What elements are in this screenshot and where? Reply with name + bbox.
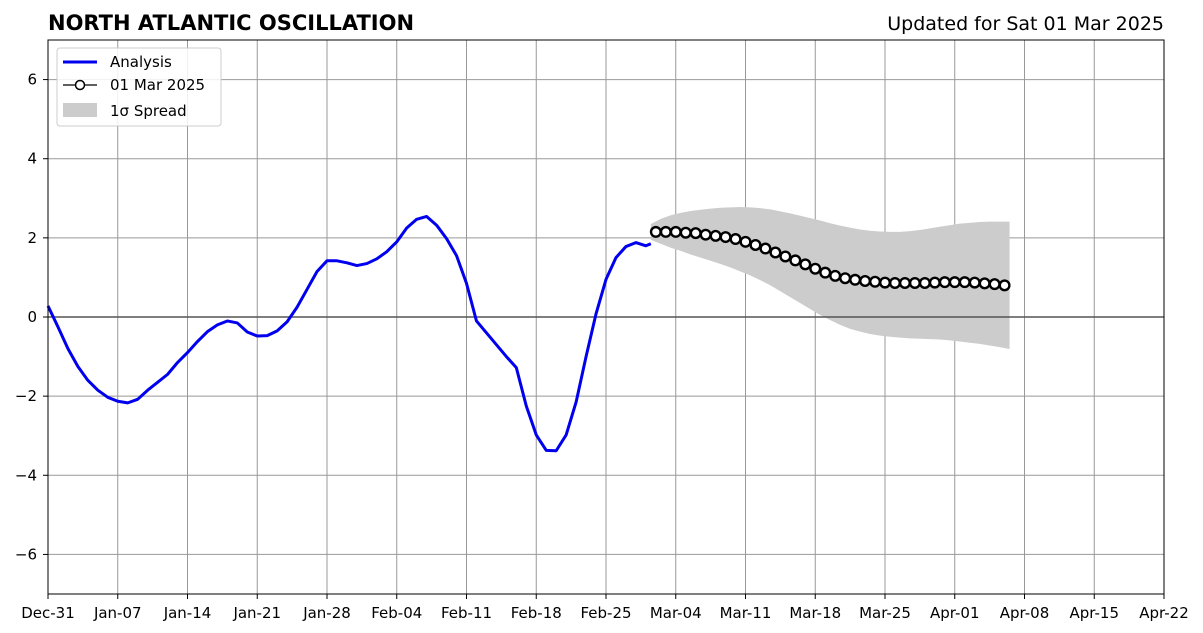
forecast-point bbox=[769, 246, 782, 259]
x-tick-label: Feb-11 bbox=[441, 604, 492, 622]
forecast-point bbox=[799, 258, 812, 271]
forecast-point bbox=[978, 277, 991, 290]
legend-analysis-label: Analysis bbox=[110, 53, 172, 71]
x-tick-label: Mar-25 bbox=[859, 604, 911, 622]
legend-forecast-marker bbox=[74, 79, 86, 91]
forecast-point bbox=[789, 254, 802, 267]
forecast-point bbox=[759, 242, 772, 255]
y-axis-ticks: 6 4 2 0 −2 −4 −6 bbox=[15, 71, 48, 563]
forecast-point bbox=[699, 228, 712, 241]
x-tick-label: Mar-11 bbox=[720, 604, 772, 622]
forecast-point bbox=[859, 274, 872, 287]
x-tick-label: Feb-25 bbox=[580, 604, 631, 622]
forecast-point bbox=[659, 225, 672, 238]
x-tick-label: Jan-14 bbox=[163, 604, 212, 622]
forecast-point bbox=[869, 275, 882, 288]
forecast-point bbox=[739, 235, 752, 248]
forecast-point bbox=[998, 279, 1011, 292]
forecast-point bbox=[968, 276, 981, 289]
forecast-point bbox=[689, 227, 702, 240]
forecast-point bbox=[898, 276, 911, 289]
chart-subtitle: Updated for Sat 01 Mar 2025 bbox=[887, 13, 1164, 35]
forecast-point bbox=[938, 276, 951, 289]
forecast-point bbox=[849, 273, 862, 286]
x-tick-label: Dec-31 bbox=[21, 604, 75, 622]
chart-title: NORTH ATLANTIC OSCILLATION bbox=[48, 11, 414, 35]
y-tick-label: 2 bbox=[27, 229, 37, 247]
x-tick-label: Feb-18 bbox=[511, 604, 562, 622]
x-tick-label: Mar-18 bbox=[789, 604, 841, 622]
forecast-point bbox=[928, 276, 941, 289]
legend: Analysis 01 Mar 2025 1σ Spread bbox=[56, 47, 222, 127]
x-tick-label: Apr-22 bbox=[1139, 604, 1189, 622]
forecast-point bbox=[729, 233, 742, 246]
legend-forecast-label: 01 Mar 2025 bbox=[110, 76, 205, 94]
x-tick-label: Apr-08 bbox=[1000, 604, 1050, 622]
x-axis-ticks: Dec-31 Jan-07 Jan-14 Jan-21 Jan-28 Feb-04 Feb-… bbox=[21, 594, 1189, 622]
y-tick-label: 4 bbox=[27, 150, 37, 168]
forecast-series-layer bbox=[649, 225, 1011, 292]
forecast-point bbox=[958, 276, 971, 289]
forecast-point bbox=[709, 229, 722, 242]
forecast-point bbox=[879, 276, 892, 289]
forecast-point bbox=[779, 250, 792, 263]
forecast-point bbox=[908, 276, 921, 289]
y-tick-label: 6 bbox=[27, 71, 37, 89]
x-tick-label: Jan-28 bbox=[302, 604, 351, 622]
y-tick-label: −4 bbox=[15, 466, 37, 484]
x-tick-label: Jan-21 bbox=[232, 604, 281, 622]
analysis-series-layer bbox=[46, 214, 652, 453]
forecast-point bbox=[839, 272, 852, 285]
forecast-point bbox=[719, 231, 732, 244]
forecast-point bbox=[988, 278, 1001, 291]
legend-spread-swatch bbox=[63, 103, 97, 117]
y-tick-label: 0 bbox=[27, 308, 37, 326]
forecast-point bbox=[819, 266, 832, 279]
forecast-point bbox=[948, 276, 961, 289]
forecast-point bbox=[809, 262, 822, 275]
legend-spread-label: 1σ Spread bbox=[110, 102, 187, 120]
forecast-point bbox=[649, 225, 662, 238]
forecast-point bbox=[918, 276, 931, 289]
analysis-line bbox=[46, 214, 652, 453]
y-tick-label: −2 bbox=[15, 387, 37, 405]
forecast-point bbox=[829, 269, 842, 282]
x-tick-label: Mar-04 bbox=[650, 604, 702, 622]
forecast-point bbox=[888, 276, 901, 289]
x-tick-label: Feb-04 bbox=[371, 604, 422, 622]
forecast-point bbox=[749, 238, 762, 251]
forecast-point bbox=[669, 225, 682, 238]
x-tick-label: Apr-01 bbox=[930, 604, 980, 622]
forecast-point bbox=[679, 226, 692, 239]
legend-box bbox=[56, 47, 222, 127]
x-tick-label: Jan-07 bbox=[93, 604, 142, 622]
x-tick-label: Apr-15 bbox=[1070, 604, 1120, 622]
y-tick-label: −6 bbox=[15, 545, 37, 563]
